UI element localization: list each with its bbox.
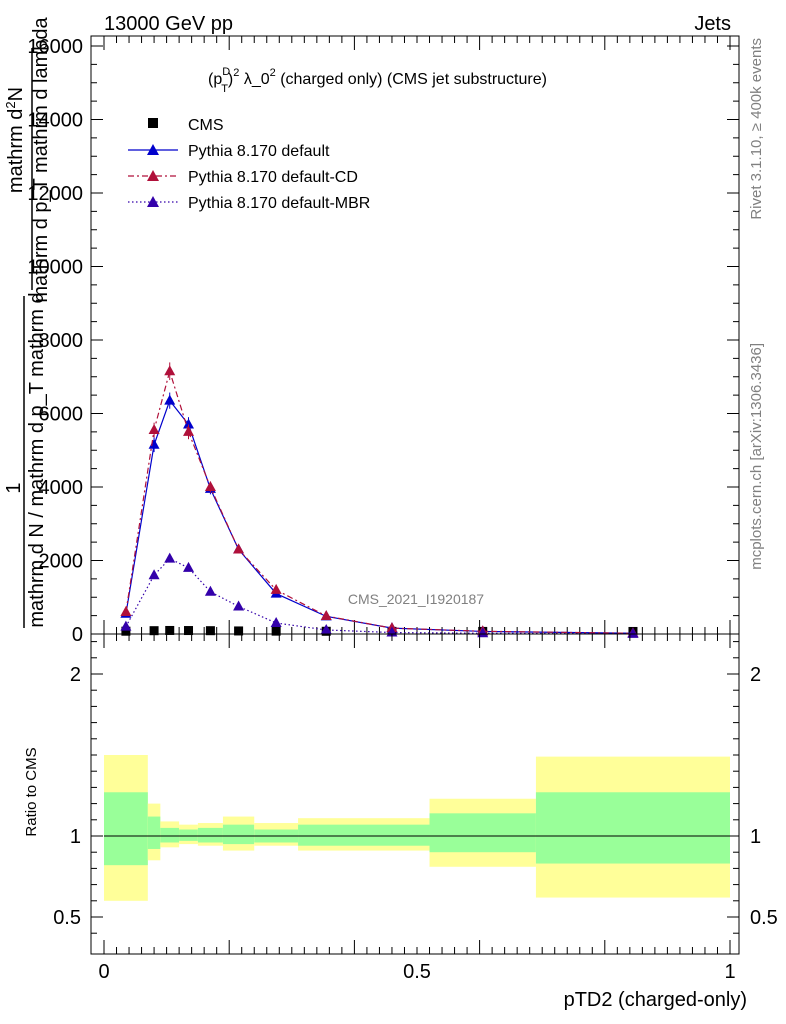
main-y-tick-label: 16000 (27, 36, 83, 58)
legend-cms-marker (148, 118, 158, 128)
ratio-inner-band (147, 816, 161, 849)
legend: CMS Pythia 8.170 default Pythia 8.170 de… (128, 117, 370, 212)
ylabel-lower-num: mathrm d N / mathrm d p_T mathrm d (26, 292, 48, 627)
ylabel-den: mathrm d p_T mathrm d lambda (30, 16, 52, 302)
legend-cms-label: CMS (188, 117, 224, 134)
point-cd (148, 424, 160, 435)
main-y-ticks: 0 2000 4000 6000 8000 10000 12000 14000 16000 (27, 36, 739, 646)
cms-point (149, 626, 159, 636)
legend-mbr-label: Pythia 8.170 default-MBR (188, 195, 370, 212)
ratio-y-tick-label-right: 2 (750, 664, 761, 686)
main-y-tick-label: 12000 (27, 183, 83, 205)
main-y-tick-label: 10000 (27, 257, 83, 279)
legend-cd-label: Pythia 8.170 default-CD (188, 169, 358, 186)
series-cd (120, 362, 639, 638)
mcplots-label: mcplots.cern.ch [arXiv:1306.3436] (748, 343, 765, 570)
x-axis-label: pTD2 (charged-only) (564, 989, 747, 1011)
main-y-label: mathrm d2N mathrm d p_T mathrm d lambda … (3, 16, 52, 628)
cms-point (205, 626, 215, 636)
x-tick-label: 1 (724, 961, 735, 983)
rivet-label: Rivet 3.1.10, ≥ 400k events (748, 38, 765, 220)
legend-mbr-marker (147, 196, 159, 207)
cms-point (271, 626, 281, 636)
header-left: 13000 GeV pp (104, 13, 233, 35)
ratio-inner-band (429, 813, 536, 853)
ylabel-num-a: mathrm d2N (3, 87, 27, 193)
point-cd (320, 609, 332, 620)
ratio-inner-band (222, 824, 255, 845)
x-tick-label: 0.5 (403, 961, 431, 983)
ratio-inner-band (160, 827, 180, 843)
point-mbr (183, 561, 195, 572)
cms-point (234, 626, 244, 636)
point-default (183, 418, 195, 429)
point-mbr (270, 616, 282, 627)
ratio-inner-band (298, 824, 430, 846)
x-tick-label: 0 (98, 961, 109, 983)
point-mbr (320, 623, 332, 634)
point-mbr (120, 620, 132, 631)
ratio-y-tick-label: 0.5 (53, 907, 81, 929)
point-mbr (164, 552, 176, 563)
point-cd (164, 365, 176, 376)
main-series (120, 362, 639, 638)
ratio-inner-band (179, 829, 198, 841)
main-x-ticks (103, 36, 731, 634)
ratio-y-tick-label-right: 0.5 (750, 907, 778, 929)
ratio-panel: 0.5 0.51 12 2 0 0.5 1 Ratio to CMS pTD2 (char… (23, 633, 778, 1011)
main-y-tick-label: 2000 (39, 551, 84, 573)
cms-point (121, 626, 131, 636)
plot-title: (pD T)2 λ_02 (charged only) (CMS jet subs… (208, 66, 547, 95)
ratio-inner-band (197, 827, 223, 843)
ratio-y-label: Ratio to CMS (23, 747, 40, 836)
point-cd (233, 543, 245, 554)
point-mbr (148, 569, 160, 580)
cms-point (165, 625, 175, 635)
main-y-tick-label: 4000 (39, 477, 84, 499)
legend-cd-marker (147, 170, 159, 181)
header-right: Jets (694, 13, 731, 35)
main-y-tick-label: 8000 (39, 330, 84, 352)
ratio-x-ticks: 0 0.5 1 (98, 634, 736, 983)
main-y-tick-label: 6000 (39, 404, 84, 426)
point-default (148, 438, 160, 449)
ratio-y-ticks: 0.5 0.5 1 1 2 2 (53, 641, 778, 934)
point-cd (270, 583, 282, 594)
main-y-tick-label: 0 (72, 624, 83, 646)
main-y-tick-label: 14000 (27, 110, 83, 132)
cms-point (184, 626, 194, 636)
point-cd (120, 605, 132, 616)
legend-default-marker (147, 144, 159, 155)
point-mbr (204, 585, 216, 596)
ratio-inner-band (104, 792, 148, 866)
point-cd (204, 481, 216, 491)
point-cd (183, 425, 195, 436)
legend-default-label: Pythia 8.170 default (188, 143, 330, 160)
ylabel-tail: 1 (3, 482, 25, 493)
watermark: CMS_2021_I1920187 (348, 591, 484, 607)
main-panel: 0 2000 4000 6000 8000 10000 12000 14000 16000 (p… (3, 16, 740, 646)
point-mbr (233, 600, 245, 611)
ratio-bands (104, 755, 730, 901)
ratio-y-tick-label-right: 1 (750, 826, 761, 848)
ratio-y-tick-label: 1 (70, 826, 81, 848)
ratio-inner-band (535, 792, 730, 864)
point-default (164, 394, 176, 405)
ratio-frame (90, 633, 740, 955)
ratio-y-tick-label: 2 (70, 664, 81, 686)
